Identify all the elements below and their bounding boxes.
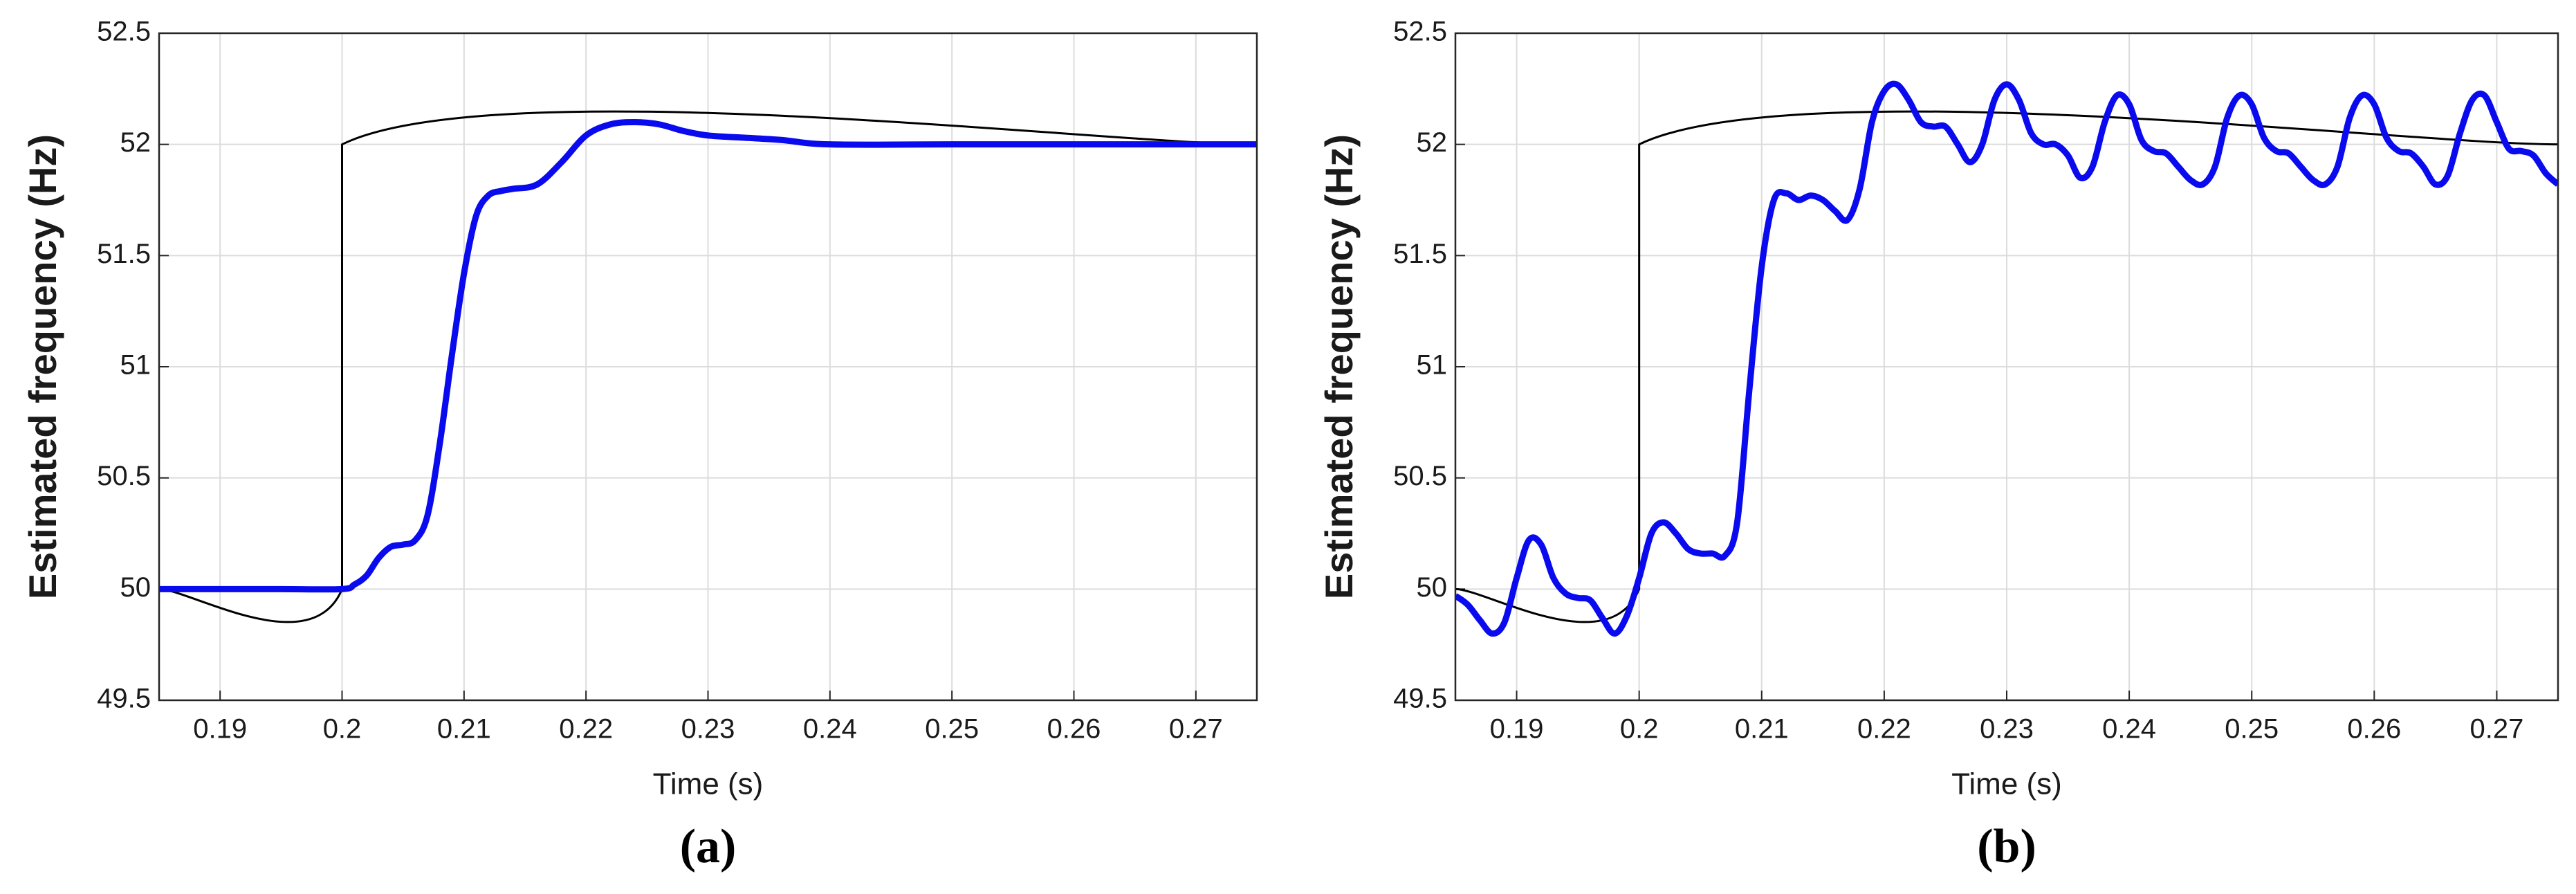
y-tick-label: 51 — [1417, 350, 1448, 381]
y-tick-label: 50.5 — [97, 461, 151, 491]
x-tick-label: 0.19 — [1490, 714, 1544, 745]
chart: 49.5 50 50.5 51 51.5 52 52.5 0.19 0.2 0.21 0.22 0.2… — [21, 17, 1258, 873]
x-tick-label: 0.27 — [2470, 714, 2524, 745]
x-tick-label: 0.2 — [323, 714, 362, 745]
y-tick-label: 51.5 — [97, 239, 151, 269]
y-tick-label: 52 — [120, 127, 151, 158]
data-line — [159, 119, 1257, 593]
x-tick-label: 0.25 — [2225, 714, 2279, 745]
data-line — [159, 110, 1257, 623]
x-tick-label: 0.26 — [1047, 714, 1101, 745]
data-line — [1455, 80, 2558, 637]
x-tick-label: 0.24 — [2102, 714, 2156, 745]
x-tick-label: 0.21 — [437, 714, 491, 745]
plot-frame — [158, 32, 1258, 702]
y-tick-label: 51 — [120, 350, 151, 381]
x-tick-label: 0.22 — [559, 714, 613, 745]
x-tick-label: 0.24 — [803, 714, 857, 745]
y-tick-label: 52.5 — [1393, 17, 1447, 47]
x-tick-label: 0.27 — [1169, 714, 1223, 745]
y-axis-label: Estimated frequency (Hz) — [21, 134, 64, 599]
x-tick-label: 0.22 — [1857, 714, 1911, 745]
y-tick-label: 52 — [1417, 127, 1448, 158]
y-tick-label: 50 — [1417, 572, 1448, 603]
caption: (a) — [680, 820, 737, 873]
x-tick-label: 0.21 — [1735, 714, 1789, 745]
x-tick-label: 0.2 — [1620, 714, 1659, 745]
y-tick-label: 51.5 — [1393, 239, 1447, 269]
x-tick-label: 0.26 — [2347, 714, 2401, 745]
y-tick-label: 50 — [120, 572, 151, 603]
x-axis-label: Time (s) — [1951, 767, 2062, 801]
data-line — [1455, 110, 2558, 623]
x-tick-label: 0.23 — [1980, 714, 2034, 745]
x-tick-label: 0.23 — [681, 714, 735, 745]
y-axis-label: Estimated frequency (Hz) — [1317, 134, 1361, 599]
x-tick-label: 0.19 — [193, 714, 247, 745]
y-tick-label: 49.5 — [97, 684, 151, 714]
chart: 49.5 50 50.5 51 51.5 52 52.5 0.19 0.2 0.21 0.22 0.2… — [1317, 17, 2559, 873]
y-tick-label: 50.5 — [1393, 461, 1447, 491]
caption: (b) — [1977, 820, 2036, 873]
y-tick-label: 49.5 — [1393, 684, 1447, 714]
x-axis-label: Time (s) — [653, 767, 764, 801]
x-tick-label: 0.25 — [925, 714, 979, 745]
y-tick-label: 52.5 — [97, 17, 151, 47]
plot-frame — [1454, 32, 2559, 702]
